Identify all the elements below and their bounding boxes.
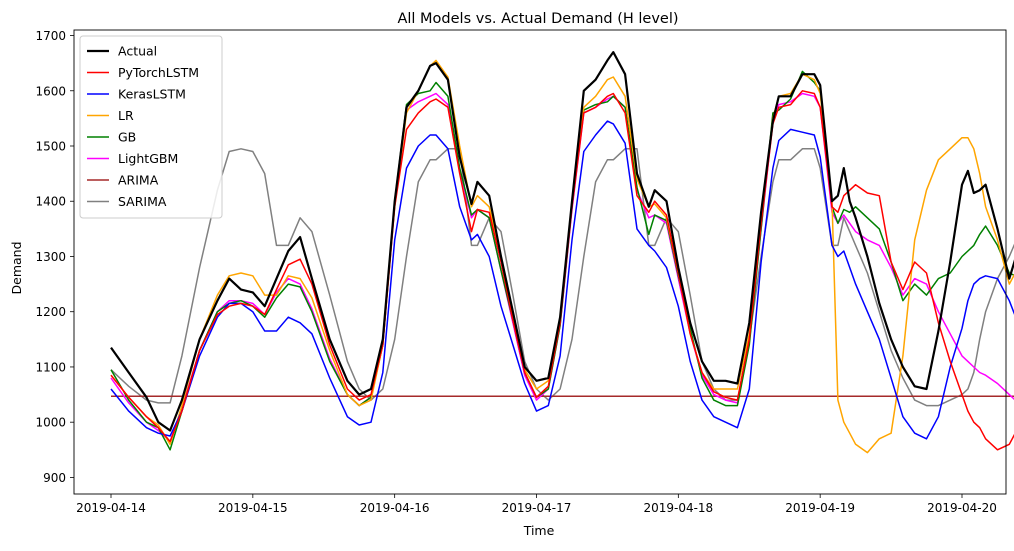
legend-entry-label: PyTorchLSTM	[118, 65, 199, 80]
x-tick-label: 2019-04-14	[76, 501, 146, 515]
series-line-keraslstm	[110, 120, 1014, 440]
series-line-pytorchlstm	[110, 90, 1014, 451]
legend-entry-label: KerasLSTM	[118, 87, 186, 102]
series-line-sarima	[110, 148, 1014, 407]
y-axis-label: Demand	[9, 241, 24, 294]
legend-box	[79, 35, 223, 219]
y-tick-label: 900	[43, 471, 66, 485]
legend-entry-label: GB	[118, 130, 136, 145]
y-tick-label: 1600	[35, 84, 66, 98]
x-tick-label: 2019-04-20	[927, 501, 997, 515]
x-tick-label: 2019-04-18	[643, 501, 713, 515]
legend: Actual PyTorchLSTM KerasLSTM LR GB LightGBM AR…	[79, 35, 223, 219]
y-axis-ticks: 900 1000 1100 1200 1300 1400 1500 1600 1700	[35, 29, 74, 485]
y-tick-label: 1100	[35, 360, 66, 374]
x-tick-label: 2019-04-16	[360, 501, 430, 515]
y-tick-label: 1700	[35, 29, 66, 43]
x-tick-label: 2019-04-17	[502, 501, 572, 515]
y-tick-label: 1400	[35, 195, 66, 209]
legend-entry-label: LightGBM	[118, 151, 178, 166]
series-layer	[110, 50, 1014, 454]
legend-entry-label: SARIMA	[118, 194, 167, 209]
series-line-actual	[110, 50, 1014, 432]
y-tick-label: 1200	[35, 305, 66, 319]
chart-title: All Models vs. Actual Demand (H level)	[397, 11, 678, 27]
y-tick-label: 1300	[35, 250, 66, 264]
x-axis-label: Time	[523, 523, 555, 538]
legend-entry-label: LR	[118, 108, 134, 123]
legend-entry-label: ARIMA	[118, 173, 159, 188]
plot-frame	[73, 29, 1007, 495]
y-tick-label: 1500	[35, 140, 66, 154]
x-tick-label: 2019-04-15	[218, 501, 288, 515]
x-axis-ticks: 2019-04-14 2019-04-15 2019-04-16 2019-04-17…	[76, 494, 997, 515]
y-tick-label: 1000	[35, 416, 66, 430]
x-tick-label: 2019-04-19	[785, 501, 855, 515]
legend-entry-label: Actual	[118, 44, 157, 59]
